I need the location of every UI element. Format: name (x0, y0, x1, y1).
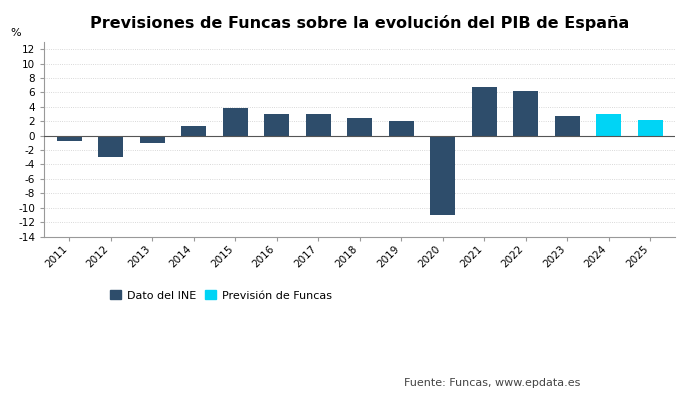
Bar (472, 87, 497, 136)
Bar (638, 120, 662, 136)
Bar (181, 126, 206, 136)
Bar (223, 108, 248, 136)
Bar (306, 114, 331, 136)
Bar (431, 136, 455, 215)
Bar (264, 114, 289, 136)
Bar (555, 116, 580, 136)
Bar (57, 136, 81, 141)
Bar (98, 136, 124, 156)
Bar (140, 136, 165, 143)
Bar (388, 121, 413, 136)
Bar (596, 114, 621, 136)
Bar (513, 91, 538, 136)
Y-axis label: %: % (10, 28, 21, 38)
Text: Fuente: Funcas, www.epdata.es: Fuente: Funcas, www.epdata.es (404, 377, 580, 388)
Title: Previsiones de Funcas sobre la evolución del PIB de España: Previsiones de Funcas sobre la evolución… (90, 15, 629, 31)
Legend: Dato del INE, Previsión de Funcas: Dato del INE, Previsión de Funcas (106, 286, 336, 305)
Bar (347, 118, 372, 136)
